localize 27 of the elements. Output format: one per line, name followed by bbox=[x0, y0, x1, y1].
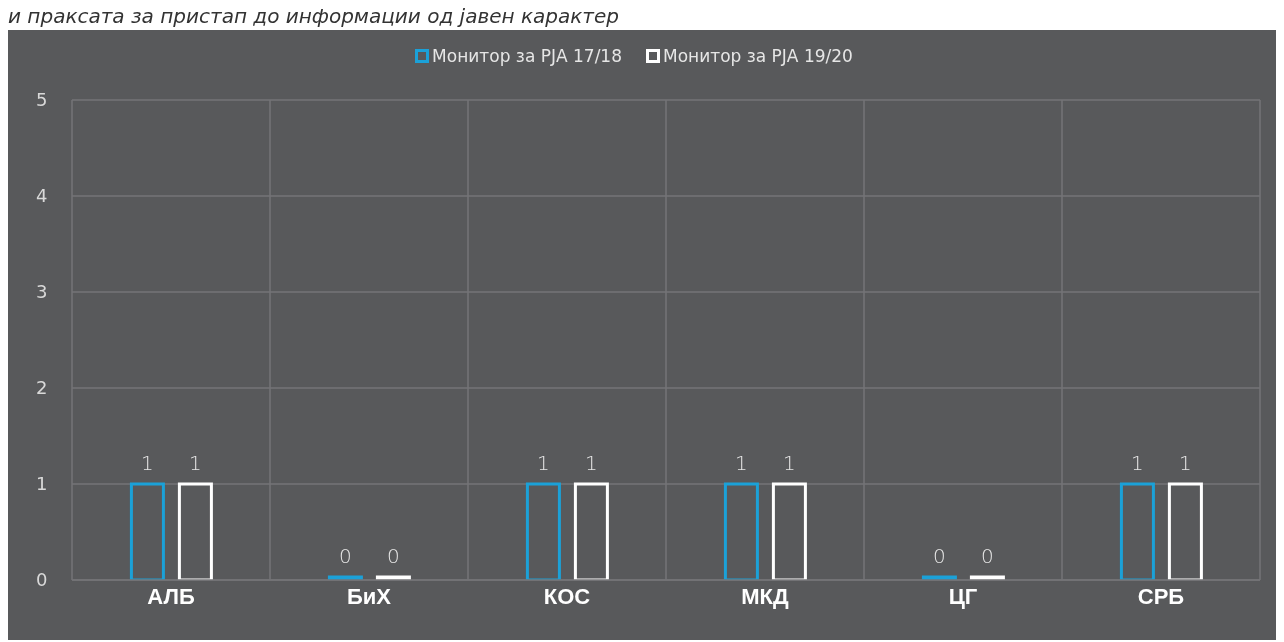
x-tick-label: ЦГ bbox=[948, 583, 978, 609]
legend-label: Монитор за РЈА 17/18 bbox=[432, 46, 622, 66]
data-label: 1 bbox=[537, 451, 550, 475]
data-label: 0 bbox=[387, 544, 400, 568]
y-tick-label: 4 bbox=[36, 185, 48, 207]
x-tick-label: КОС bbox=[543, 583, 591, 609]
y-tick-label: 5 bbox=[36, 89, 48, 111]
x-tick-label: СРБ bbox=[1137, 583, 1185, 609]
data-label: 1 bbox=[1131, 451, 1144, 475]
legend-label: Монитор за РЈА 19/20 bbox=[663, 46, 853, 66]
data-label: 1 bbox=[141, 451, 154, 475]
data-label: 1 bbox=[189, 451, 202, 475]
data-label: 0 bbox=[981, 544, 994, 568]
chart-title: и праксата за пристап до информации од јавен карактер bbox=[8, 3, 620, 30]
x-tick-label: БиХ bbox=[346, 583, 392, 609]
y-tick-label: 0 bbox=[36, 569, 48, 591]
y-tick-label: 2 bbox=[36, 377, 48, 399]
x-tick-label: АЛБ bbox=[147, 583, 195, 609]
data-label: 0 bbox=[339, 544, 352, 568]
x-tick-label: МКД bbox=[741, 583, 790, 609]
y-tick-label: 1 bbox=[36, 473, 48, 495]
y-tick-label: 3 bbox=[36, 281, 48, 303]
data-label: 0 bbox=[933, 544, 946, 568]
data-label: 1 bbox=[783, 451, 796, 475]
data-label: 1 bbox=[585, 451, 598, 475]
data-label: 1 bbox=[735, 451, 748, 475]
data-label: 1 bbox=[1179, 451, 1192, 475]
